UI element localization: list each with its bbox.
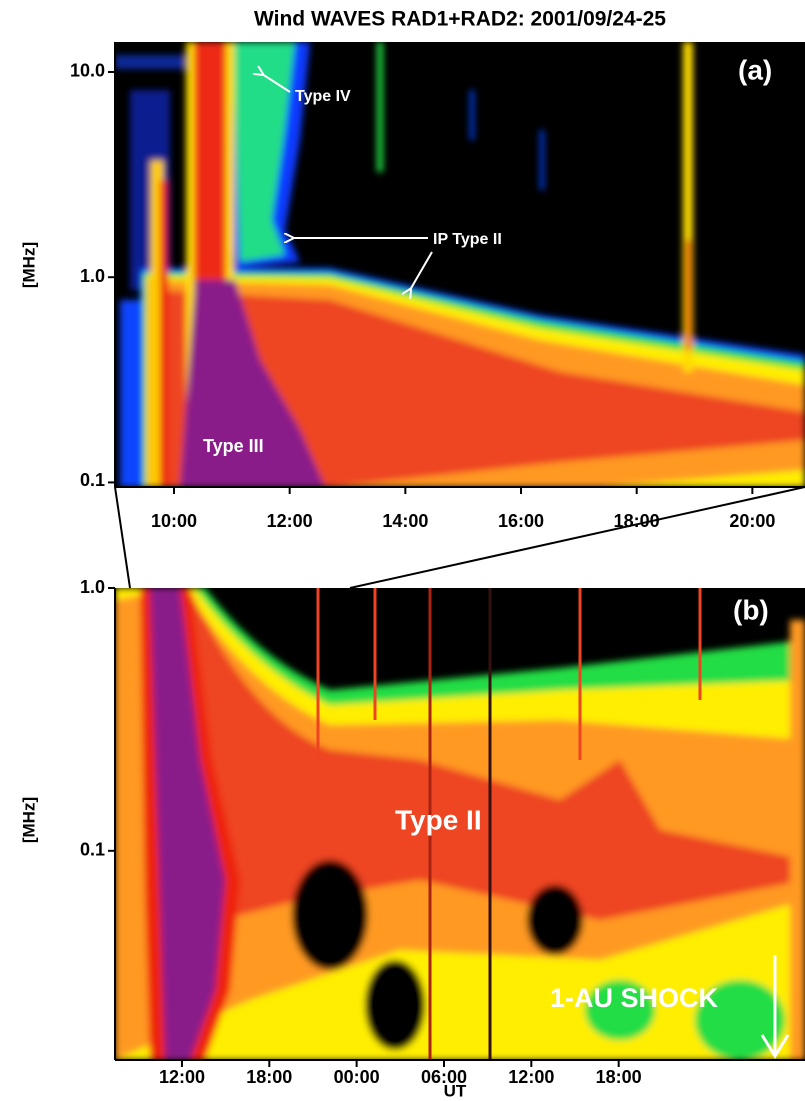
y-tick-label: 1.0 bbox=[80, 266, 105, 286]
y-tick-label: 10.0 bbox=[70, 61, 105, 81]
x-tick-label: 12:00 bbox=[508, 1067, 554, 1087]
zoom-line bbox=[349, 486, 805, 589]
x-tick-label: 14:00 bbox=[382, 511, 428, 531]
spectrogram-b bbox=[115, 588, 805, 1060]
annotation: 1-AU SHOCK bbox=[550, 983, 719, 1013]
x-tick-label: 12:00 bbox=[159, 1067, 205, 1087]
arrow bbox=[760, 1034, 790, 1059]
x-tick-label: 10:00 bbox=[151, 511, 197, 531]
panel-label: (a) bbox=[738, 54, 772, 85]
x-tick-label: 18:00 bbox=[246, 1067, 292, 1087]
y-tick-label: 1.0 bbox=[80, 577, 105, 597]
annotation: Type II bbox=[395, 804, 482, 835]
arrow bbox=[410, 251, 433, 290]
y-axis-label: [MHz] bbox=[19, 242, 38, 288]
y-tick-label: 0.1 bbox=[80, 470, 105, 490]
panel-label: (b) bbox=[733, 594, 769, 625]
spectrogram-a bbox=[115, 42, 805, 487]
annotation: Type IV bbox=[295, 88, 351, 105]
annotation: IP Type II bbox=[433, 231, 502, 248]
x-tick-label: 16:00 bbox=[498, 511, 544, 531]
x-tick-label: 00:00 bbox=[334, 1067, 380, 1087]
x-tick-label: 06:00 bbox=[421, 1067, 467, 1087]
y-tick-label: 0.1 bbox=[80, 840, 105, 860]
x-axis-label: UT bbox=[444, 1081, 467, 1100]
zoom-line bbox=[114, 486, 131, 589]
x-tick-label: 12:00 bbox=[267, 511, 313, 531]
x-tick-label: 20:00 bbox=[729, 511, 775, 531]
bursts bbox=[316, 588, 702, 1060]
chart-title: Wind WAVES RAD1+RAD2: 2001/09/24-25 bbox=[254, 8, 666, 31]
x-tick-label: 18:00 bbox=[614, 511, 660, 531]
y-axis-label: [MHz] bbox=[19, 797, 38, 843]
arrow bbox=[262, 74, 291, 93]
annotation: Type III bbox=[203, 436, 264, 456]
x-tick-label: 18:00 bbox=[596, 1067, 642, 1087]
